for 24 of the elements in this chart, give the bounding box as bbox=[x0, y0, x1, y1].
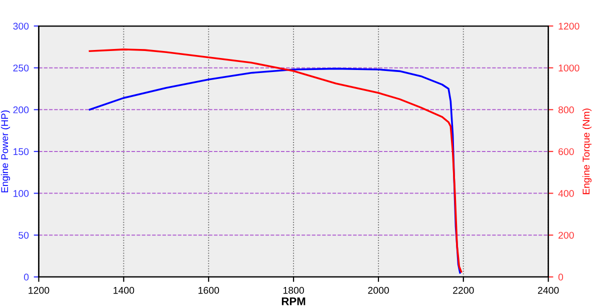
x-tick-label: 1400 bbox=[114, 286, 134, 294]
y2-tick-label: 1200 bbox=[558, 22, 580, 30]
x-tick-label: 1600 bbox=[198, 286, 220, 294]
y-tick-label: 0 bbox=[24, 274, 29, 281]
x-tick-label: 1200 bbox=[28, 286, 50, 294]
y-tick-label: 50 bbox=[18, 232, 29, 239]
y2-tick-label: 400 bbox=[558, 190, 574, 197]
y2-axis-title: Engine Torque (Nm) bbox=[582, 108, 592, 194]
y2-tick-label: 200 bbox=[558, 232, 574, 239]
y-tick-label: 200 bbox=[13, 106, 29, 114]
x-tick-label: 1800 bbox=[283, 286, 304, 294]
x-tick-label: 2200 bbox=[453, 286, 474, 294]
y2-tick-label: 600 bbox=[558, 148, 574, 156]
y-axis-title: Engine Power (HP) bbox=[0, 110, 10, 192]
x-tick-label: 2000 bbox=[368, 286, 389, 294]
x-axis-title: RPM bbox=[282, 298, 306, 306]
y-tick-label: 150 bbox=[14, 148, 29, 156]
y2-tick-label: 800 bbox=[558, 106, 574, 114]
y-tick-label: 250 bbox=[13, 64, 29, 72]
y-tick-label: 100 bbox=[14, 190, 29, 197]
x-tick-label: 2400 bbox=[538, 286, 559, 294]
y2-tick-label: 1000 bbox=[558, 64, 580, 72]
y2-tick-label: 0 bbox=[558, 274, 564, 281]
y-tick-label: 300 bbox=[13, 22, 29, 30]
